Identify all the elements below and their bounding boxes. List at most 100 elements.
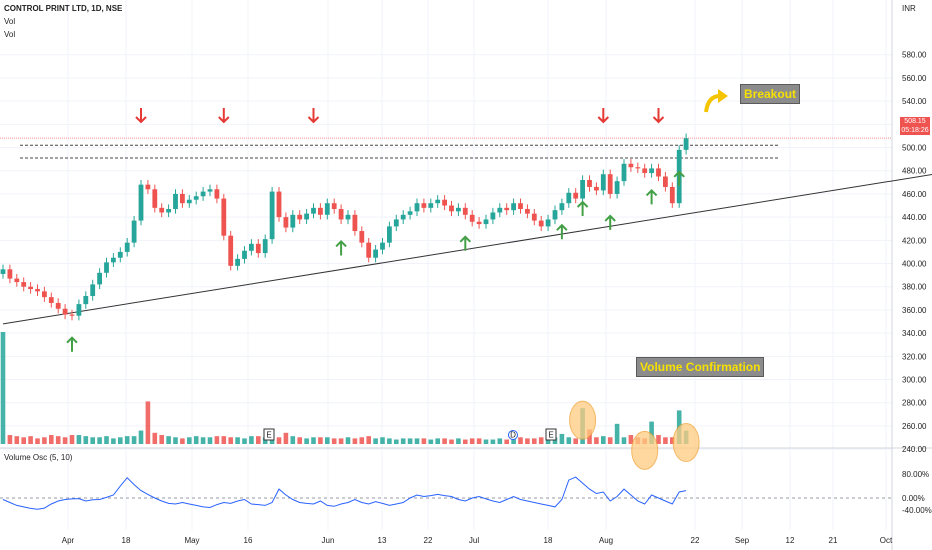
candle-body — [48, 297, 54, 303]
candle-body — [97, 272, 102, 285]
time-axis[interactable]: Apr 18 May 16 Jun 13 22 Jul 18 Aug 22 Sep 12 21 Oct — [62, 536, 893, 545]
volume-bar — [469, 438, 475, 444]
candle-body — [21, 282, 27, 287]
candle-body — [152, 189, 158, 208]
candle-body — [456, 207, 461, 212]
volume-bar — [283, 432, 289, 444]
volume-bar — [407, 438, 413, 444]
volume-legend-2: Vol — [4, 30, 16, 39]
up-arrow-icon — [604, 214, 616, 230]
time-tick-label: Aug — [599, 536, 613, 545]
breakout-arrowhead-icon — [718, 89, 728, 103]
candle-body — [14, 278, 20, 283]
volume-bar — [131, 436, 137, 444]
signal-arrows — [66, 89, 728, 352]
candle-body — [7, 269, 13, 279]
candle-body — [35, 289, 40, 292]
volume-bar — [173, 437, 178, 444]
volume-bar — [35, 438, 40, 444]
candle-body — [338, 209, 344, 220]
time-tick-label: 12 — [786, 536, 795, 545]
candle-body — [393, 219, 399, 227]
candle-body — [545, 219, 551, 227]
osc-tick-label: 0.00% — [902, 494, 925, 503]
volume-bar — [180, 438, 185, 444]
candle-body — [497, 207, 503, 213]
volume-bar — [325, 437, 330, 444]
candle-body — [380, 242, 385, 250]
volume-bar — [269, 437, 275, 444]
time-tick-label: 22 — [424, 536, 433, 545]
volume-bar — [552, 437, 558, 444]
candle-body — [435, 199, 441, 204]
price-tick-label: 500.00 — [902, 144, 927, 153]
time-tick-label: 13 — [378, 536, 387, 545]
candle-body — [449, 205, 454, 212]
volume-bar — [359, 437, 365, 444]
candle-body — [180, 193, 185, 204]
time-tick-label: Sep — [735, 536, 750, 545]
candle-body — [559, 203, 565, 211]
volume-bar — [49, 435, 54, 444]
volume-bar — [124, 436, 130, 444]
trend-line — [2, 174, 932, 325]
time-tick-label: 18 — [544, 536, 553, 545]
candle-body — [476, 221, 482, 225]
volume-bar — [111, 438, 116, 444]
breakout-arrow-icon — [704, 94, 721, 113]
volume-bar — [614, 423, 620, 444]
price-tick-label: 480.00 — [902, 167, 927, 176]
volume-bar — [601, 436, 606, 444]
oscillator-legend: Volume Osc (5, 10) — [4, 453, 73, 462]
volume-bar — [656, 435, 661, 444]
candle-body — [635, 167, 641, 169]
candle-body — [600, 174, 606, 191]
candle-body — [311, 207, 316, 214]
up-arrow-icon — [673, 170, 685, 186]
volume-bar — [380, 437, 385, 444]
time-tick-label: Jun — [322, 536, 335, 545]
volume-bar — [518, 437, 523, 444]
volume-oscillator — [0, 476, 892, 510]
earnings-marker-icon — [263, 428, 275, 441]
candle-body — [421, 203, 427, 208]
candle-body — [276, 191, 282, 218]
volume-bar — [387, 438, 392, 444]
volume-bar — [663, 437, 668, 444]
volume-bar — [83, 436, 89, 444]
price-tick-label: 360.00 — [902, 306, 927, 315]
candle-body — [318, 207, 323, 215]
candle-body — [166, 209, 171, 213]
candle-body — [683, 138, 689, 150]
price-tick-label: 420.00 — [902, 236, 927, 245]
currency-label: INR — [902, 4, 916, 13]
event-marker-label: E — [266, 431, 271, 440]
candle-body — [304, 213, 309, 220]
candle-body — [669, 186, 675, 204]
volume-bar — [414, 438, 420, 444]
price-tick-label: 280.00 — [902, 399, 927, 408]
volume-bar — [138, 430, 144, 444]
volume-bar — [297, 437, 302, 444]
candle-body — [490, 212, 496, 220]
candle-body — [387, 226, 392, 243]
candle-body — [90, 284, 96, 296]
down-arrow-icon — [307, 108, 320, 124]
volume-bar — [21, 437, 26, 444]
price-tick-label: 340.00 — [902, 329, 927, 338]
candle-body — [262, 239, 268, 254]
volume-bar — [318, 437, 323, 444]
candle-body — [62, 308, 68, 315]
candle-body — [76, 304, 82, 316]
volume-bar — [559, 433, 565, 444]
bar-countdown: 05:18:26 — [901, 127, 929, 134]
volume-bar — [249, 436, 254, 444]
price-axis[interactable]: 580.00560.00540.00520.00500.00480.00460.… — [902, 51, 932, 515]
volume-bar — [400, 438, 406, 444]
volume-bar — [331, 438, 337, 444]
down-arrow-icon — [135, 108, 147, 124]
candle-body — [214, 189, 220, 199]
volume-bar — [235, 437, 240, 444]
